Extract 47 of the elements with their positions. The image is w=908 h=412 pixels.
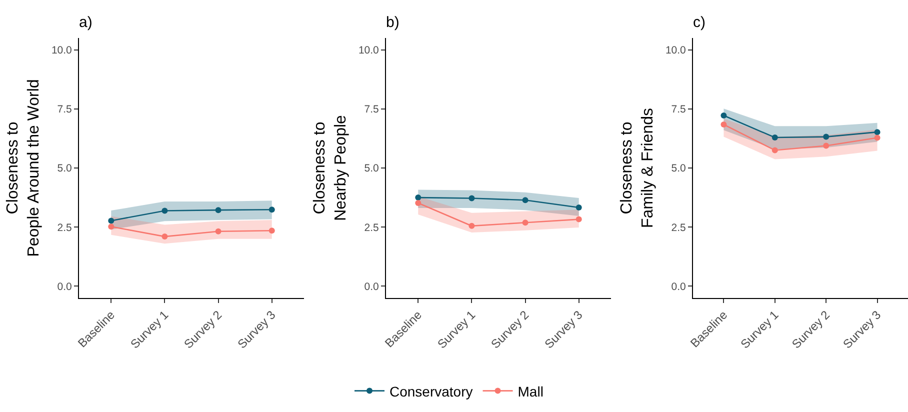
point	[522, 197, 528, 204]
chart-title: a)	[79, 14, 92, 31]
y-tick-label: 0.0	[671, 280, 686, 293]
point	[874, 129, 880, 136]
point	[415, 194, 422, 201]
point	[576, 216, 582, 222]
y-tick-label: 7.5	[671, 104, 686, 116]
y-tick-label: 2.5	[364, 222, 380, 234]
y-tick-label: 0.0	[364, 280, 380, 293]
y-axis-title: Closeness to Family & Friends	[618, 108, 656, 228]
point	[268, 228, 275, 234]
y-tick-label: 10.0	[358, 44, 380, 56]
y-tick-label: 7.5	[364, 104, 380, 116]
y-tick-label: 5.0	[57, 162, 72, 175]
y-tick-label: 7.5	[57, 104, 72, 116]
y-tick-label: 2.5	[671, 222, 686, 234]
point	[415, 200, 422, 206]
point	[108, 218, 114, 224]
point	[772, 134, 778, 141]
point	[823, 134, 830, 140]
point	[162, 208, 168, 214]
y-tick-label: 10.0	[665, 44, 686, 56]
point	[468, 195, 475, 202]
point	[874, 134, 880, 141]
point	[215, 207, 222, 214]
legend-label: Conservatory	[390, 383, 473, 400]
point	[522, 220, 528, 226]
y-tick-label: 5.0	[364, 162, 380, 175]
point	[468, 222, 475, 229]
point	[576, 204, 582, 210]
point	[720, 122, 727, 128]
point	[772, 147, 778, 154]
y-axis-title: Closeness to Nearby People	[312, 114, 350, 221]
y-axis-title: Closeness to People Around the World	[4, 79, 42, 257]
y-tick-label: 10.0	[51, 44, 72, 56]
y-tick-label: 0.0	[57, 280, 72, 293]
legend-label: Mall	[518, 383, 544, 400]
chart-title: c)	[693, 14, 706, 31]
point	[823, 142, 830, 149]
point	[108, 224, 114, 230]
y-tick-label: 2.5	[57, 222, 72, 234]
point	[268, 206, 275, 213]
point	[215, 228, 222, 234]
point	[162, 234, 168, 240]
chart-title: b)	[386, 14, 400, 31]
point	[720, 112, 727, 119]
y-tick-label: 5.0	[671, 162, 686, 175]
